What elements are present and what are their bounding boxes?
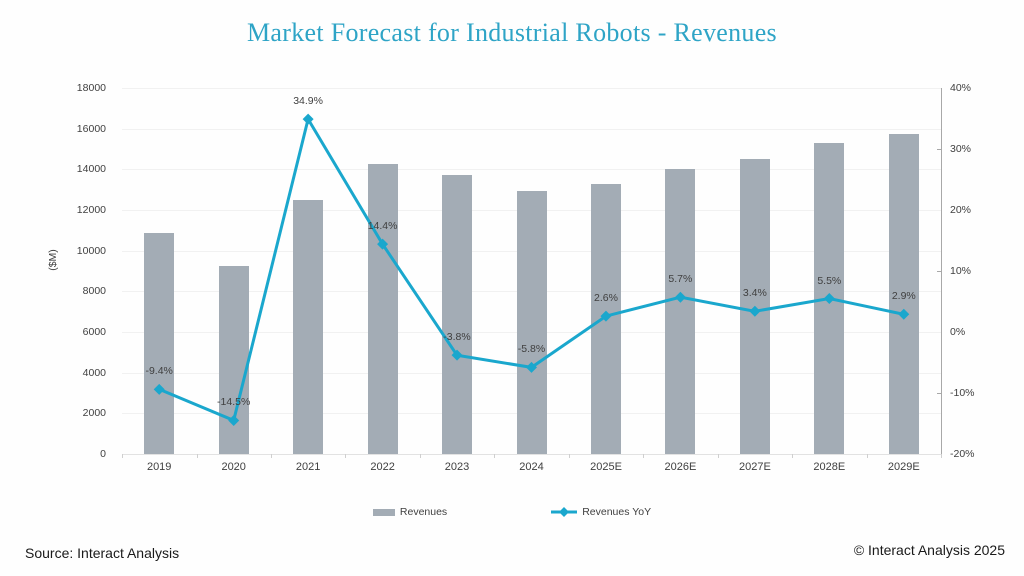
left-axis-label: 8000 xyxy=(82,285,106,298)
right-axis-tick xyxy=(937,149,941,150)
x-axis-tick xyxy=(717,454,719,458)
data-point-marker-2024 xyxy=(526,361,537,373)
data-label-2029E: 2.9% xyxy=(891,290,916,303)
x-axis-tick xyxy=(643,454,645,458)
bar-2026E xyxy=(665,168,696,454)
x-axis-tick xyxy=(122,454,123,458)
left-axis-label: 10000 xyxy=(76,244,106,257)
x-axis-tick xyxy=(941,454,942,458)
right-axis-label: 20% xyxy=(950,204,972,216)
x-axis-line xyxy=(122,454,941,455)
data-point-marker-2026E xyxy=(674,291,686,303)
x-axis-label-2028E: 2028E xyxy=(813,461,846,473)
x-axis-label-2027E: 2027E xyxy=(738,461,771,473)
x-axis-tick xyxy=(866,454,868,458)
data-point-marker-2025E xyxy=(600,310,612,322)
left-axis-label: 0 xyxy=(100,448,106,460)
x-axis-tick xyxy=(494,454,496,458)
right-axis-label: 30% xyxy=(950,143,972,155)
gridline xyxy=(122,88,941,89)
gridline xyxy=(122,128,941,130)
data-label-2027E: 3.4% xyxy=(742,287,767,300)
bar-2023 xyxy=(442,174,472,454)
plot-area: -9.4% -14.5% 34.9% 14.4% -3.8% -5.8% 2.6% 5.7% 3… xyxy=(122,88,941,454)
data-label-2023: -3.8% xyxy=(443,331,471,344)
x-axis-label-2025E: 2025E xyxy=(590,461,622,473)
data-label-2028E: 5.5% xyxy=(817,274,842,287)
page-title: Market Forecast for Industrial Robots - … xyxy=(247,18,777,47)
x-axis-label-2020: 2020 xyxy=(221,461,246,473)
data-label-2025E: 2.6% xyxy=(594,292,618,305)
x-axis-label-2029E: 2029E xyxy=(887,461,920,473)
x-axis-tick xyxy=(568,454,570,458)
data-point-marker-2020 xyxy=(228,414,240,426)
revenues-yoy-line xyxy=(153,113,910,426)
legend-label-revenues-yoy: Revenues YoY xyxy=(582,506,652,518)
data-point-marker-2028E xyxy=(823,292,835,304)
bar-2019 xyxy=(144,233,175,454)
x-axis-tick xyxy=(345,454,347,458)
left-axis-label: 4000 xyxy=(82,366,106,379)
left-axis-label: 14000 xyxy=(76,163,106,176)
left-axis-label: 6000 xyxy=(82,326,106,338)
legend: Revenues Revenues YoY xyxy=(0,506,1024,518)
x-axis-label-2022: 2022 xyxy=(370,461,395,473)
x-axis-label-2019: 2019 xyxy=(146,461,172,473)
bar-2021 xyxy=(293,200,324,454)
x-axis-tick xyxy=(792,454,794,458)
left-axis-label: 18000 xyxy=(76,82,106,94)
x-axis-label-2026E: 2026E xyxy=(664,461,697,473)
x-axis-tick xyxy=(419,454,421,458)
left-axis-label: 2000 xyxy=(82,407,106,420)
data-point-marker-2022 xyxy=(377,238,389,250)
data-point-marker-2021 xyxy=(302,113,314,125)
x-axis-tick xyxy=(270,454,272,458)
x-axis-tick xyxy=(196,454,198,458)
data-label-2024: -5.8% xyxy=(517,343,546,356)
source-note: Source: Interact Analysis xyxy=(25,545,180,561)
left-axis-title: ($M) xyxy=(46,249,59,271)
bar-2029E xyxy=(888,133,919,454)
data-label-2020: -14.5% xyxy=(217,396,251,409)
data-point-marker-2027E xyxy=(749,305,761,317)
x-axis-label-2023: 2023 xyxy=(444,461,470,473)
data-label-2026E: 5.7% xyxy=(668,273,693,286)
revenues-yoy-line-icon xyxy=(551,507,578,517)
copyright-note: © Interact Analysis 2025 xyxy=(853,542,1005,558)
gridline xyxy=(122,169,941,171)
right-axis-line xyxy=(941,88,942,455)
data-label-2021: 34.9% xyxy=(293,95,323,108)
x-axis-label-2024: 2024 xyxy=(519,461,544,473)
right-axis-label: 40% xyxy=(950,82,972,94)
bar-2022 xyxy=(367,163,398,454)
data-point-marker-2019 xyxy=(153,383,165,395)
data-point-marker-2023 xyxy=(451,349,463,361)
revenues-swatch-icon xyxy=(372,508,395,516)
left-axis-label: 12000 xyxy=(76,204,106,216)
legend-item-revenues: Revenues xyxy=(372,506,448,518)
right-axis-label: -20% xyxy=(950,448,975,460)
right-axis-tick xyxy=(937,271,941,272)
left-axis-label: 16000 xyxy=(76,122,106,135)
legend-item-revenues-yoy: Revenues YoY xyxy=(551,506,651,518)
data-label-2019: -9.4% xyxy=(145,365,173,378)
data-point-marker-2029E xyxy=(898,308,910,320)
right-axis-tick xyxy=(937,393,941,394)
right-axis-label: 0% xyxy=(950,326,966,338)
right-axis-label: -10% xyxy=(950,387,975,399)
bar-2024 xyxy=(516,190,547,454)
legend-label-revenues: Revenues xyxy=(399,506,448,518)
x-axis-label-2021: 2021 xyxy=(295,461,321,473)
data-label-2022: 14.4% xyxy=(367,220,398,233)
right-axis-label: 10% xyxy=(950,265,972,277)
